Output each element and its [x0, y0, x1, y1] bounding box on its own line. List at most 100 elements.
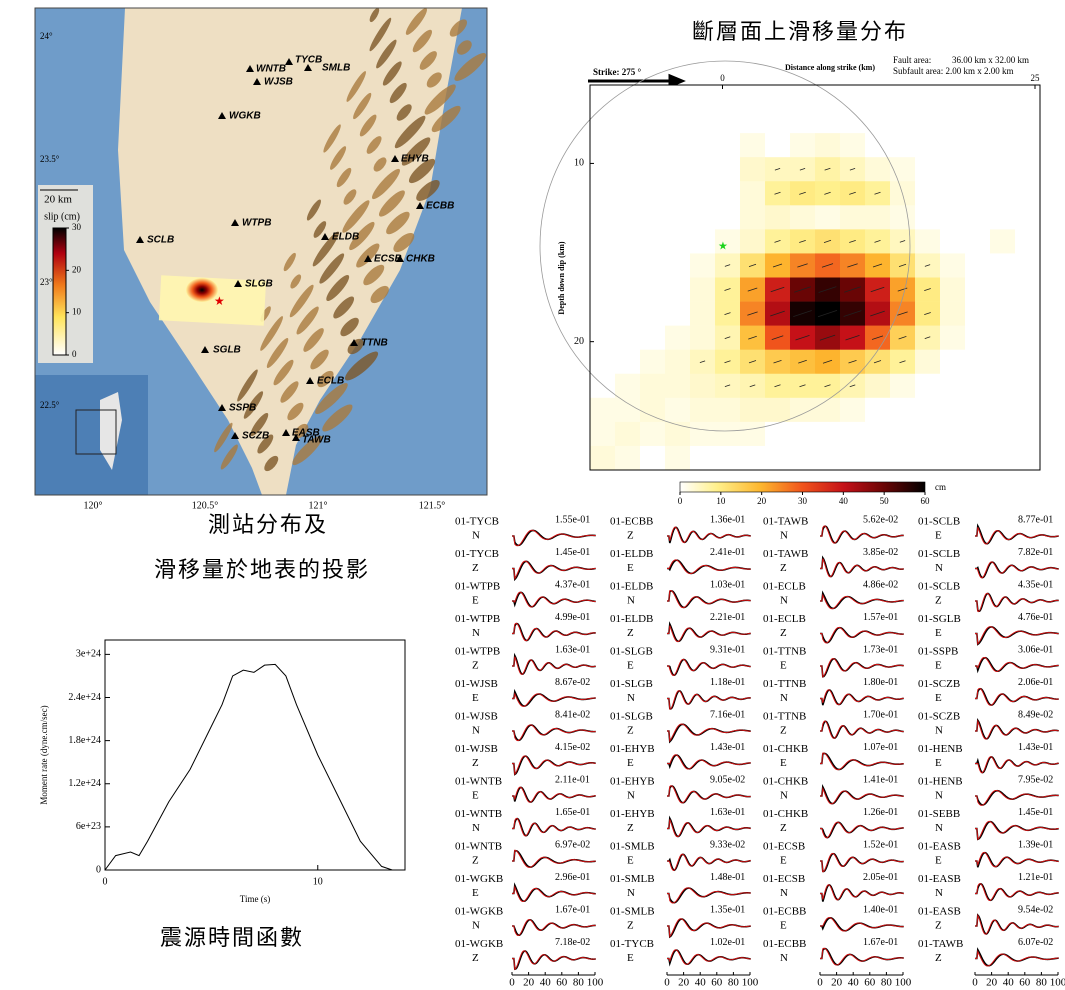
- amplitude: 7.16e-01: [710, 709, 745, 720]
- slip-cell: [1015, 205, 1040, 229]
- slip-cell: [740, 181, 765, 205]
- amplitude: 4.86e-02: [863, 579, 898, 590]
- slip-cell: [790, 398, 815, 422]
- y-tick-label: 20: [574, 336, 584, 347]
- colorbar-tick-label: 0: [72, 349, 77, 359]
- slip-cell: [915, 109, 940, 133]
- station-name: 01-EHYB: [610, 743, 655, 755]
- slip-cell: [840, 446, 865, 470]
- slip-cell: [615, 229, 640, 253]
- lat-label: 23°: [40, 277, 53, 287]
- slip-map: ★02510200102030405060: [540, 61, 1040, 506]
- component: E: [627, 562, 634, 574]
- x-tick-label: 60: [864, 977, 876, 989]
- amplitude: 1.57e-01: [863, 612, 898, 623]
- component: Z: [935, 952, 942, 964]
- station-name: 01-ECBB: [610, 516, 653, 528]
- slip-cell: [815, 446, 840, 470]
- synthetic-trace: [667, 691, 751, 709]
- slip-cell: [1015, 278, 1040, 302]
- station-name: 01-ECBB: [763, 906, 806, 918]
- station-name: 01-SMLB: [610, 873, 655, 885]
- station-label: WNTB: [256, 64, 286, 75]
- slip-cell: [1015, 350, 1040, 374]
- slip-cell: [915, 229, 940, 253]
- observed-trace: [512, 819, 596, 836]
- amplitude: 1.63e-01: [555, 644, 590, 655]
- amplitude: 6.97e-02: [555, 839, 590, 850]
- observed-trace: [667, 818, 751, 836]
- slip-cell: [940, 398, 965, 422]
- x-tick-label: 20: [831, 977, 843, 989]
- colorbar-tick-label: 20: [757, 496, 767, 506]
- inset-map: [35, 375, 148, 495]
- slip-cell: [590, 85, 615, 109]
- station-label: SMLB: [322, 63, 350, 74]
- station-label: ELDB: [332, 232, 359, 243]
- x-tick-label: 20: [523, 977, 535, 989]
- slip-cell: [890, 422, 915, 446]
- slip-cell: [990, 181, 1015, 205]
- slip-cell: [615, 422, 640, 446]
- component: E: [472, 887, 479, 899]
- station-label: TAWB: [302, 435, 331, 446]
- station-name: 01-ECLB: [763, 581, 806, 593]
- station-name: 01-SCZB: [918, 711, 960, 723]
- slip-cell: [965, 109, 990, 133]
- x-tick-label: 60: [556, 977, 568, 989]
- slip-cell: [790, 109, 815, 133]
- component: N: [780, 887, 788, 899]
- slip-cell: [915, 133, 940, 157]
- observed-trace: [667, 755, 751, 769]
- station-name: 01-SCLB: [918, 516, 960, 528]
- synthetic-trace: [512, 787, 596, 802]
- observed-trace: [975, 526, 1059, 544]
- slip-cell: [940, 302, 965, 326]
- colorbar-tick-label: 40: [839, 496, 849, 506]
- fault-area: 36.00 km x 32.00 km: [952, 55, 1029, 65]
- observed-trace: [820, 690, 904, 705]
- slip-cell: [715, 446, 740, 470]
- slip-cell: [665, 133, 690, 157]
- station-name: 01-ECBB: [763, 938, 806, 950]
- x-tick-label: 40: [1003, 977, 1015, 989]
- station-name: 01-WTPB: [455, 581, 500, 593]
- synthetic-trace: [512, 951, 596, 970]
- slip-cell: [965, 422, 990, 446]
- slip-cell: [765, 109, 790, 133]
- component: E: [780, 920, 787, 932]
- slip-cell: [615, 109, 640, 133]
- station-name: 01-EHYB: [610, 808, 655, 820]
- colorbar-unit: cm: [935, 482, 946, 492]
- station-label: ECBB: [426, 201, 454, 212]
- slip-cell: [590, 350, 615, 374]
- station-label: CHKB: [406, 254, 435, 265]
- station-name: 01-ELDB: [610, 581, 653, 593]
- amplitude: 1.70e-01: [863, 709, 898, 720]
- y-tick-label: 10: [574, 158, 584, 169]
- station-name: 01-WGKB: [455, 873, 503, 885]
- x-tick-label: 0: [972, 977, 978, 989]
- slip-cell: [865, 446, 890, 470]
- component: Z: [935, 920, 942, 932]
- slip-cell: [915, 205, 940, 229]
- slip-cell: [665, 374, 690, 398]
- station-name: 01-WNTB: [455, 841, 502, 853]
- slip-cell: [865, 374, 890, 398]
- synthetic-trace: [512, 887, 596, 901]
- observed-trace: [667, 950, 751, 964]
- amplitude: 2.96e-01: [555, 872, 590, 883]
- component: N: [780, 595, 788, 607]
- station-label: SSPB: [229, 403, 256, 414]
- amplitude: 9.54e-02: [1018, 904, 1053, 915]
- x-tick-label: 0: [664, 977, 670, 989]
- colorbar-tick-label: 10: [72, 307, 82, 317]
- slip-cell: [790, 85, 815, 109]
- synthetic-trace: [667, 560, 751, 574]
- slip-cell: [740, 133, 765, 157]
- observed-trace: [667, 919, 751, 937]
- slip-cell: [990, 109, 1015, 133]
- slip-cell: [940, 374, 965, 398]
- amplitude: 4.15e-02: [555, 742, 590, 753]
- slip-cell: [815, 109, 840, 133]
